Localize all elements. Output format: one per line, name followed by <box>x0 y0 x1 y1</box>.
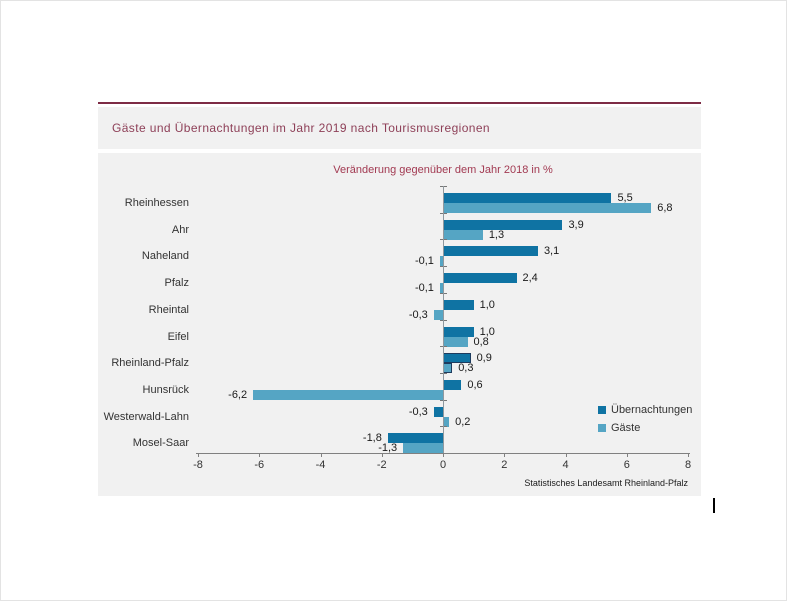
category-label: Rheinhessen <box>124 197 189 209</box>
value-label: -0,1 <box>414 255 434 268</box>
chart-subtitle: Veränderung gegenüber dem Jahr 2018 in % <box>333 164 553 176</box>
bar-uebernachtungen <box>387 433 443 444</box>
x-axis-tick <box>688 453 689 457</box>
bar-gaeste <box>443 336 468 347</box>
source-attribution: Statistisches Landesamt Rheinland-Pfalz <box>524 478 688 488</box>
legend-swatch-uebernachtungen <box>598 406 606 414</box>
x-axis-tick <box>565 453 567 457</box>
category-label: Naheland <box>141 250 189 263</box>
x-axis-tick-label: -8 <box>193 459 203 471</box>
bar-gaeste <box>433 309 443 320</box>
x-axis-tick-label: 6 <box>623 459 630 471</box>
value-label: 5,5 <box>617 192 633 204</box>
legend-swatch-gaeste <box>598 424 606 432</box>
value-label: 6,8 <box>657 202 673 214</box>
page-title: Gäste und Übernachtungen im Jahr 2019 na… <box>112 121 490 135</box>
category-label: Pfalz <box>164 277 189 290</box>
x-axis-tick <box>443 453 444 457</box>
bar-uebernachtungen <box>433 406 443 417</box>
x-axis-tick <box>504 453 506 457</box>
value-label: 0,8 <box>473 335 489 348</box>
x-axis-tick-label: -4 <box>315 459 326 471</box>
bar-gaeste <box>443 229 483 240</box>
x-axis-tick <box>320 453 322 457</box>
category-label: Rheintal <box>148 303 189 316</box>
value-label: 3,9 <box>568 218 584 231</box>
value-label: 2,4 <box>522 272 538 285</box>
value-label: -0,1 <box>414 282 434 295</box>
bar-gaeste <box>443 203 652 213</box>
value-label: -1,8 <box>362 432 382 445</box>
category-label: Westerwald-Lahn <box>103 410 189 423</box>
value-label: -6,2 <box>228 388 248 401</box>
legend-label-uebernachtungen: Übernachtungen <box>611 404 693 416</box>
value-label: 0,2 <box>455 415 471 428</box>
value-label: 0,6 <box>467 378 483 391</box>
bar-uebernachtungen <box>443 379 462 390</box>
bar-gaeste <box>403 443 443 454</box>
category-label: Eifel <box>167 330 189 343</box>
legend-item-gaeste: Gäste <box>598 422 640 434</box>
zero-axis-line <box>443 186 444 453</box>
x-axis-tick-label: 2 <box>501 459 508 471</box>
legend-label-gaeste: Gäste <box>611 422 641 434</box>
bar-gaeste <box>439 256 443 267</box>
x-axis-tick-label: 4 <box>562 459 569 471</box>
value-label: 0,9 <box>476 352 492 365</box>
x-axis-tick-label: -6 <box>254 459 265 471</box>
bar-uebernachtungen <box>443 299 474 310</box>
value-label: 1,0 <box>479 298 495 311</box>
x-axis-tick <box>198 453 199 457</box>
value-label: 3,1 <box>543 245 560 258</box>
value-label: 1,0 <box>479 325 495 338</box>
bar-uebernachtungen <box>443 219 563 230</box>
x-axis-tick-label: 8 <box>684 459 692 471</box>
category-label: Mosel-Saar <box>132 437 189 450</box>
category-label: Rheinland-Pfalz <box>111 357 189 370</box>
x-axis-tick <box>381 453 383 457</box>
bar-gaeste <box>443 416 450 427</box>
x-axis-tick-label: 0 <box>439 459 447 471</box>
value-label: 1,3 <box>488 228 505 241</box>
bar-uebernachtungen <box>443 193 612 203</box>
value-label: -0,3 <box>408 308 428 321</box>
accent-rule <box>98 102 701 104</box>
x-axis-tick-label: -2 <box>376 459 387 471</box>
bar-uebernachtungen <box>443 326 474 337</box>
bar-gaeste <box>253 389 443 400</box>
value-label: -1,3 <box>378 442 398 455</box>
x-axis-tick <box>259 453 261 457</box>
legend-item-uebernachtungen: Übernachtungen <box>598 404 692 416</box>
category-label: Hunsrück <box>142 383 189 396</box>
bar-gaeste <box>443 363 453 374</box>
bar-gaeste <box>439 283 443 294</box>
text-cursor-artifact <box>713 498 715 513</box>
bar-uebernachtungen <box>443 246 538 257</box>
value-label: 0,3 <box>458 362 474 375</box>
bar-uebernachtungen <box>443 273 517 284</box>
x-axis-tick <box>626 453 628 457</box>
value-label: -0,3 <box>408 405 428 418</box>
title-band: Gäste und Übernachtungen im Jahr 2019 na… <box>98 107 701 149</box>
category-label: Ahr <box>171 223 189 236</box>
